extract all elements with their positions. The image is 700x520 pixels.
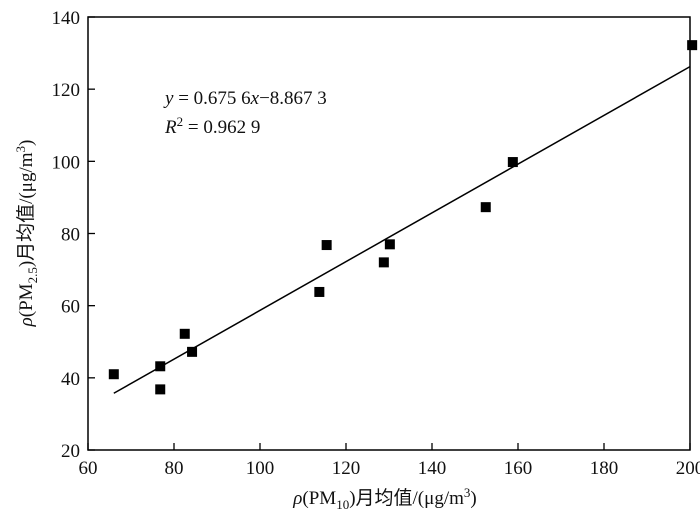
data-point-10 [480, 202, 491, 213]
x-tick-label-140: 140 [418, 458, 447, 479]
y-tick-label-100: 100 [52, 152, 81, 173]
data-point-11 [507, 157, 518, 168]
x-tick-label-100: 100 [246, 458, 275, 479]
plot-group: 60 80 100 120 140 160 180 200 20 40 60 80 100 120 140 [52, 8, 700, 479]
data-point-2 [155, 361, 166, 372]
x-tick-label-120: 120 [332, 458, 361, 479]
x-axis-label: ρ(PM10)月均值/(μg/m3) [292, 485, 476, 512]
data-point-8 [378, 257, 389, 268]
data-point-4 [179, 328, 190, 339]
data-point-12 [687, 40, 698, 51]
data-point-3 [155, 384, 166, 395]
y-tick-label-20: 20 [61, 441, 80, 462]
y-tick-label-120: 120 [52, 80, 81, 101]
x-tick-label-60: 60 [79, 458, 98, 479]
y-tick-label-80: 80 [61, 225, 80, 246]
data-point-7 [321, 240, 332, 251]
plot-frame [87, 16, 691, 451]
data-point-6 [314, 286, 325, 297]
y-tick-label-140: 140 [52, 8, 81, 29]
regression-equation: y = 0.675 6x−8.867 3 [163, 88, 327, 109]
x-tick-label-80: 80 [165, 458, 184, 479]
data-point-1 [108, 369, 119, 380]
y-axis-label: ρ(PM2.5)月均值/(μg/m3) [13, 140, 40, 328]
x-tick-label-160: 160 [504, 458, 533, 479]
r-squared-label: R2 = 0.962 9 [164, 114, 260, 138]
data-point-5 [187, 346, 198, 357]
x-tick-label-180: 180 [590, 458, 619, 479]
y-tick-label-60: 60 [61, 297, 80, 318]
regression-line [113, 65, 691, 394]
y-tick-label-40: 40 [61, 369, 80, 390]
data-point-9 [384, 239, 395, 250]
x-tick-label-200: 200 [676, 458, 700, 479]
